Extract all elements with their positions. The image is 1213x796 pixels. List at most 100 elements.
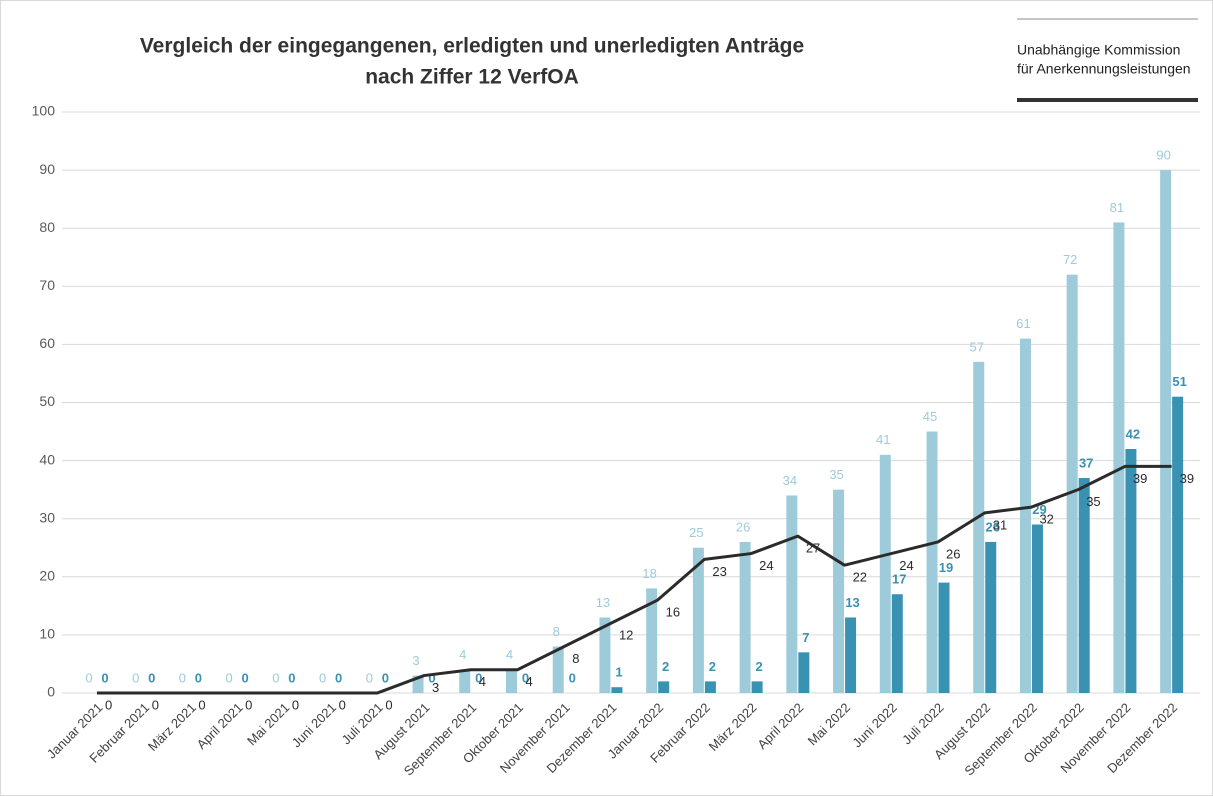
data-label: 57 (970, 339, 984, 354)
data-label: 0 (382, 670, 389, 685)
data-label: 37 (1079, 455, 1093, 470)
y-tick-label: 80 (39, 219, 55, 235)
bar (973, 361, 985, 693)
data-label: 0 (152, 697, 159, 712)
data-label: 0 (148, 670, 155, 685)
header-line: für Anerkennungsleistungen (1017, 61, 1191, 77)
data-label: 3 (412, 653, 419, 668)
data-label: 17 (892, 572, 906, 587)
data-label: 4 (459, 647, 466, 662)
bar (1019, 338, 1031, 693)
bar (412, 675, 424, 693)
data-label: 45 (923, 409, 937, 424)
data-label: 51 (1172, 374, 1186, 389)
bar (1172, 396, 1184, 693)
bar (798, 652, 810, 693)
data-label: 2 (709, 659, 716, 674)
data-label: 13 (596, 595, 610, 610)
data-label: 0 (522, 670, 529, 685)
data-label: 4 (525, 674, 532, 689)
data-label: 34 (783, 473, 797, 488)
bar (611, 687, 623, 693)
data-label: 31 (993, 517, 1007, 532)
header-line: Unabhängige Kommission (1017, 42, 1180, 58)
data-label: 0 (319, 670, 326, 685)
data-label: 24 (899, 558, 913, 573)
data-label: 32 (1039, 512, 1053, 527)
data-label: 81 (1110, 200, 1124, 215)
data-label: 35 (1086, 494, 1100, 509)
data-label: 26 (946, 546, 960, 561)
bar (459, 669, 471, 693)
data-label: 41 (876, 432, 890, 447)
data-label: 0 (428, 670, 435, 685)
data-label: 39 (1180, 471, 1194, 486)
data-label: 0 (242, 670, 249, 685)
data-label: 2 (755, 659, 762, 674)
data-label: 23 (712, 564, 726, 579)
data-label: 0 (339, 697, 346, 712)
data-label: 0 (288, 670, 295, 685)
bar (739, 541, 751, 693)
data-label: 61 (1016, 316, 1030, 331)
data-label: 39 (1133, 471, 1147, 486)
data-label: 4 (479, 674, 486, 689)
data-label: 4 (506, 647, 513, 662)
y-tick-label: 30 (39, 509, 55, 525)
bar (845, 617, 857, 693)
data-label: 18 (642, 566, 656, 581)
data-label: 0 (132, 670, 139, 685)
data-label: 90 (1156, 148, 1170, 163)
data-label: 12 (619, 628, 633, 643)
bar (751, 681, 763, 693)
data-label: 8 (553, 624, 560, 639)
bar (833, 489, 845, 693)
bar (599, 617, 611, 693)
bar (985, 541, 997, 693)
chart-title: nach Ziffer 12 VerfOA (365, 66, 579, 89)
y-tick-label: 20 (39, 568, 55, 584)
y-tick-label: 50 (39, 393, 55, 409)
y-tick-label: 10 (39, 626, 55, 642)
data-label: 25 (689, 525, 703, 540)
data-label: 0 (105, 697, 112, 712)
bar (646, 588, 658, 693)
bar (1125, 448, 1137, 693)
data-label: 0 (226, 670, 233, 685)
y-tick-label: 70 (39, 277, 55, 293)
bar (1160, 170, 1172, 694)
y-tick-label: 0 (47, 684, 55, 700)
line (96, 464, 1172, 695)
data-label: 0 (366, 670, 373, 685)
bar (938, 582, 950, 693)
bar (1031, 524, 1043, 693)
y-tick-label: 100 (32, 103, 56, 119)
bar (505, 669, 517, 693)
bar (1078, 478, 1090, 693)
data-label: 0 (569, 670, 576, 685)
y-tick-label: 90 (39, 161, 55, 177)
data-label: 0 (245, 697, 252, 712)
data-label: 26 (986, 519, 1000, 534)
data-label: 26 (736, 519, 750, 534)
data-label: 13 (845, 595, 859, 610)
bar (786, 495, 798, 693)
y-tick-label: 60 (39, 335, 55, 351)
data-label: 0 (475, 670, 482, 685)
bar (879, 454, 891, 693)
data-label: 35 (829, 467, 843, 482)
bar (891, 594, 903, 693)
data-label: 27 (806, 541, 820, 556)
bar (658, 681, 670, 693)
data-label: 24 (759, 558, 773, 573)
data-label: 0 (179, 670, 186, 685)
data-label: 0 (292, 697, 299, 712)
bar (926, 431, 938, 693)
bar (1066, 274, 1078, 693)
data-label: 42 (1126, 426, 1140, 441)
chart-title: Vergleich der eingegangenen, erledigten … (140, 35, 804, 58)
data-label: 0 (272, 670, 279, 685)
data-label: 2 (662, 659, 669, 674)
data-label: 3 (432, 680, 439, 695)
